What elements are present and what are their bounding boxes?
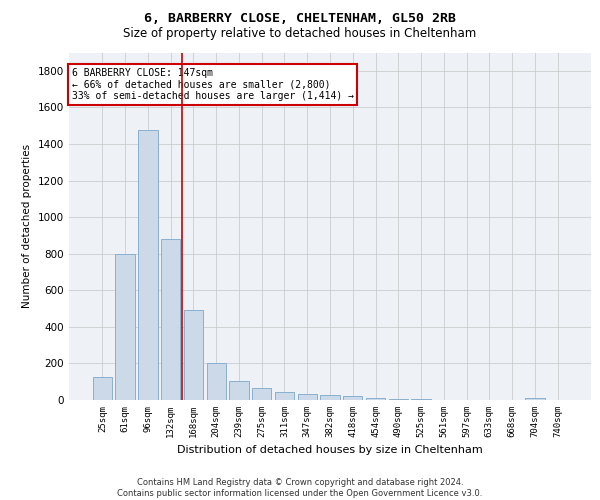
Text: Size of property relative to detached houses in Cheltenham: Size of property relative to detached ho… <box>124 28 476 40</box>
Y-axis label: Number of detached properties: Number of detached properties <box>22 144 32 308</box>
Bar <box>184 310 203 400</box>
Bar <box>206 362 226 400</box>
Bar <box>161 239 181 400</box>
X-axis label: Distribution of detached houses by size in Cheltenham: Distribution of detached houses by size … <box>177 446 483 456</box>
Text: 6 BARBERRY CLOSE: 147sqm
← 66% of detached houses are smaller (2,800)
33% of sem: 6 BARBERRY CLOSE: 147sqm ← 66% of detach… <box>71 68 353 102</box>
Bar <box>525 398 545 400</box>
Bar <box>343 396 362 400</box>
Bar <box>275 392 294 400</box>
Bar <box>320 394 340 400</box>
Bar <box>366 398 385 400</box>
Bar <box>93 377 112 400</box>
Bar <box>115 254 135 400</box>
Bar <box>138 130 158 400</box>
Bar <box>389 399 408 400</box>
Bar <box>229 381 248 400</box>
Bar <box>298 394 317 400</box>
Bar <box>252 388 271 400</box>
Text: 6, BARBERRY CLOSE, CHELTENHAM, GL50 2RB: 6, BARBERRY CLOSE, CHELTENHAM, GL50 2RB <box>144 12 456 26</box>
Text: Contains HM Land Registry data © Crown copyright and database right 2024.
Contai: Contains HM Land Registry data © Crown c… <box>118 478 482 498</box>
